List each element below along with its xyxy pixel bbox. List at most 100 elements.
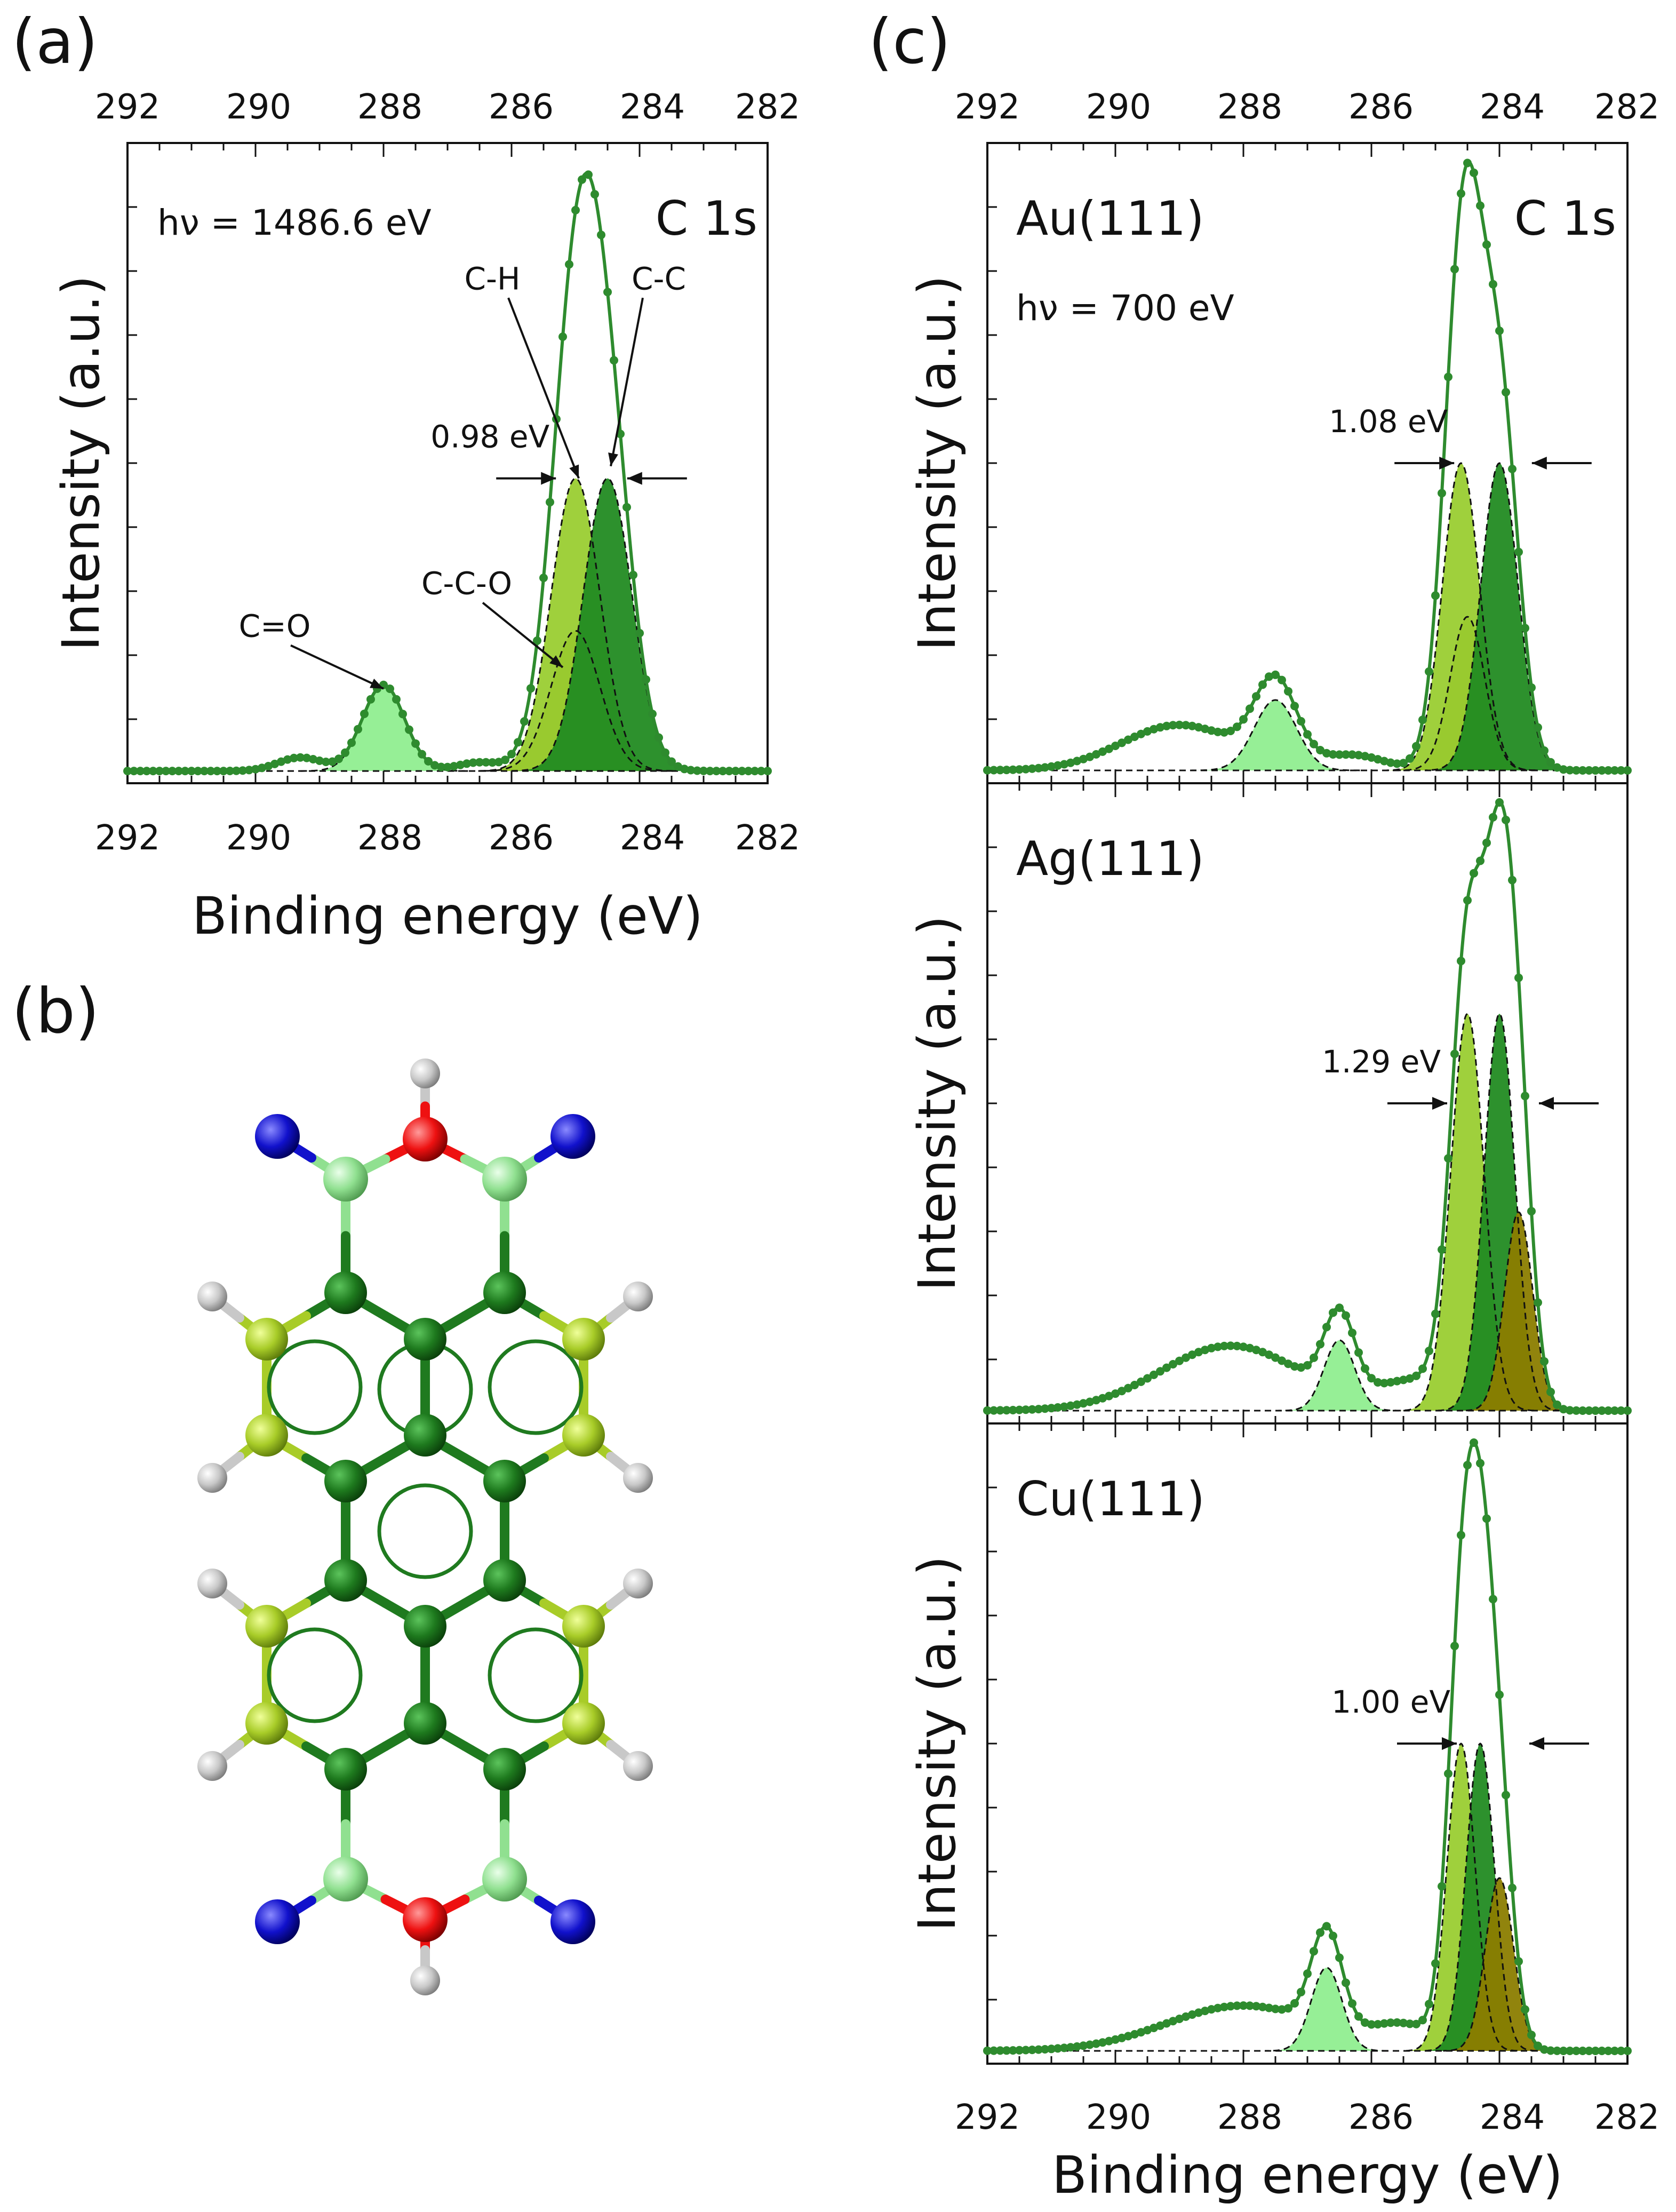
data-point — [1342, 750, 1350, 759]
carbon-atom — [483, 1460, 526, 1502]
data-point — [1303, 730, 1312, 739]
core-level-label-a: C 1s — [656, 191, 757, 246]
y-axis-title-cu: Intensity (a.u.) — [907, 1556, 967, 1931]
data-point — [1041, 763, 1049, 772]
photon-energy-label-c: hν = 700 eV — [1016, 288, 1234, 329]
data-point — [1239, 715, 1248, 724]
data-point — [1374, 1378, 1382, 1387]
data-point — [1118, 738, 1126, 747]
data-point — [1393, 1376, 1401, 1386]
fit-outline-C-H — [1386, 462, 1536, 771]
data-point — [1073, 2042, 1081, 2051]
data-point — [1399, 759, 1408, 768]
data-point — [277, 757, 285, 766]
data-point — [1278, 675, 1286, 685]
fit-component-C=O — [1265, 1968, 1388, 2051]
data-point — [1054, 2044, 1062, 2053]
data-point — [1553, 2046, 1561, 2055]
data-point — [1463, 896, 1472, 905]
data-point — [1322, 1323, 1331, 1332]
data-point — [1271, 670, 1280, 679]
data-point — [996, 1406, 1004, 1415]
fit-component-C-H — [478, 478, 673, 771]
substrate-label-ag: Ag(111) — [1016, 831, 1204, 886]
fit-component-C-C — [1438, 1014, 1561, 1411]
data-point — [1098, 747, 1107, 756]
data-point — [302, 753, 311, 762]
photon-energy-label-a: hν = 1486.6 eV — [157, 202, 432, 243]
data-point — [1130, 733, 1139, 741]
data-point — [424, 757, 433, 766]
data-point — [1444, 372, 1452, 381]
data-point — [1457, 957, 1465, 966]
data-point — [1034, 1405, 1043, 1414]
data-point — [1399, 2018, 1408, 2027]
hydrogen-atom — [410, 1059, 440, 1088]
data-point — [1367, 2020, 1376, 2029]
data-point — [1604, 2047, 1613, 2055]
panel-c-chart: 292 290 288 286 284 282 1.08 eV 1.29 eV … — [907, 87, 1659, 2205]
data-point — [475, 758, 484, 767]
pointer-line — [482, 602, 564, 669]
data-point — [1335, 1953, 1344, 1962]
data-point — [1521, 1092, 1529, 1101]
data-point — [1482, 240, 1491, 249]
data-point — [1310, 739, 1318, 749]
data-point — [1175, 2015, 1184, 2023]
data-point — [194, 767, 202, 776]
x-tick-bottom: 282 — [735, 818, 800, 858]
data-point — [386, 685, 394, 693]
fit-outline-C-C-O — [1398, 616, 1537, 771]
data-point — [226, 767, 234, 775]
data-point — [738, 767, 746, 776]
data-point — [571, 205, 580, 214]
carbon-atom — [483, 1271, 526, 1314]
data-point — [1156, 2021, 1164, 2030]
data-point — [751, 767, 759, 776]
data-point — [1591, 766, 1600, 775]
data-point — [1297, 1363, 1305, 1372]
data-line — [987, 1441, 1627, 2052]
data-point — [1150, 1370, 1158, 1379]
data-point — [1124, 2032, 1132, 2041]
data-point — [1406, 2019, 1414, 2028]
data-point — [437, 762, 445, 771]
component-label: C-C — [632, 260, 686, 297]
fwhm-arrowhead-left — [1439, 457, 1455, 470]
data-point — [1182, 721, 1190, 730]
x-tick-bottom: 288 — [1217, 2098, 1282, 2137]
data-point — [1450, 1642, 1459, 1651]
spectrum-au: 1.08 eV — [983, 143, 1632, 783]
data-point — [1482, 838, 1491, 847]
data-point — [1489, 813, 1497, 822]
carbon-anhydride-atom — [482, 1857, 527, 1901]
carbon-h-atom — [245, 1605, 288, 1648]
data-point — [1207, 726, 1216, 735]
data-point — [1271, 2004, 1280, 2014]
data-point — [744, 767, 753, 776]
data-point — [1021, 765, 1030, 774]
data-point — [1271, 1353, 1280, 1362]
x-tick-top: 286 — [489, 87, 554, 127]
data-point — [1226, 727, 1235, 735]
data-point — [1559, 1405, 1568, 1414]
data-point — [1258, 680, 1267, 689]
data-point — [206, 767, 215, 776]
data-point — [1354, 2012, 1363, 2021]
pointer-arrowhead — [549, 655, 563, 667]
data-point — [366, 695, 375, 704]
data-point — [1124, 735, 1132, 744]
fit-component-C-C — [510, 478, 705, 771]
data-point — [655, 733, 663, 742]
data-point — [1399, 1375, 1408, 1385]
fwhm-label: 1.08 eV — [1329, 403, 1448, 440]
molecule-structure — [197, 1059, 653, 1995]
data-point — [1246, 2001, 1254, 2010]
data-point — [1226, 2002, 1235, 2011]
substrate-label-au: Au(111) — [1016, 191, 1204, 246]
data-point — [1290, 1999, 1299, 2008]
y-axis-title-au: Intensity (a.u.) — [907, 275, 967, 651]
plot-area-a: 0.98 eV C-H C-C C-C-O C=O — [123, 142, 772, 784]
data-point — [1137, 729, 1145, 738]
bonds — [207, 1069, 643, 1985]
